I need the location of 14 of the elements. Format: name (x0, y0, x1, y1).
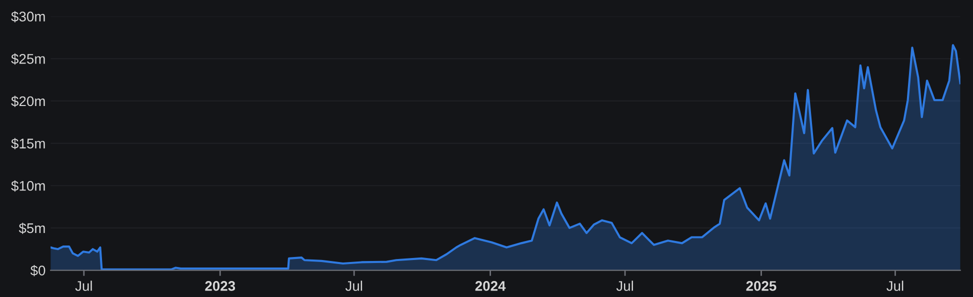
x-tick-label: Jul (886, 280, 904, 291)
y-tick-label: $0 (30, 265, 46, 276)
x-tick-label: 2023 (205, 281, 236, 291)
y-tick-label: $10m (11, 180, 45, 192)
x-tick-label: 2025 (746, 281, 776, 291)
y-tick-label: $15m (11, 138, 45, 150)
y-tick-label: $25m (11, 53, 45, 65)
x-tick-label: 2024 (475, 281, 506, 291)
y-tick-label: $5m (18, 222, 45, 234)
x-tick-label: Jul (616, 280, 633, 291)
x-tick-label: Jul (345, 280, 362, 291)
x-tick-label: Jul (75, 280, 92, 291)
y-tick-label: $30m (11, 11, 45, 22)
y-tick-label: $20m (11, 96, 45, 107)
